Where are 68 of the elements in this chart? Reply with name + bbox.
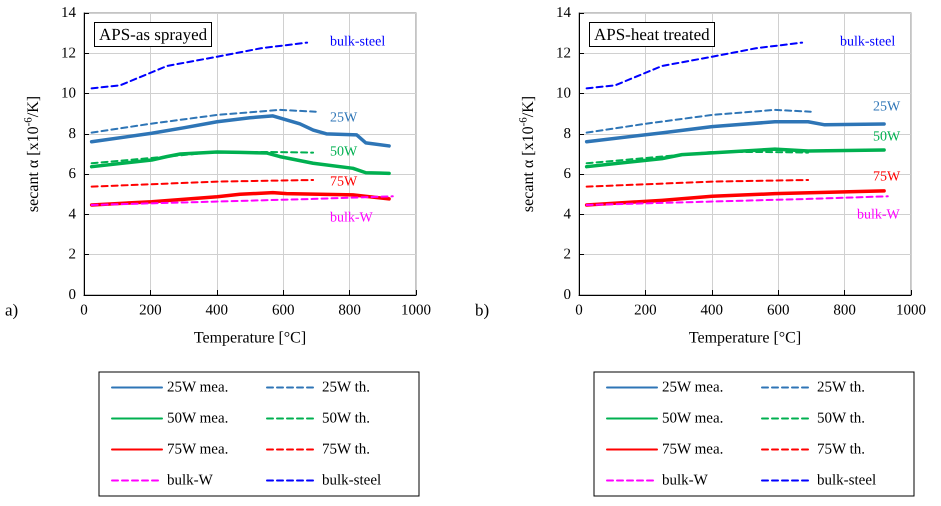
legend-label: 25W th.: [322, 380, 370, 396]
legend-label: 75W th.: [817, 442, 866, 458]
y-axis-title: secant α [x10-6/K]: [22, 96, 42, 212]
x-tick-label: 400: [206, 302, 228, 318]
legend-label: 25W mea.: [662, 380, 724, 396]
y-tick-label: 4: [68, 206, 76, 222]
x-tick-label: 1000: [401, 302, 431, 318]
annotation: 50W: [330, 144, 358, 160]
y-tick-label: 12: [61, 45, 76, 62]
annotation: 50W: [873, 130, 901, 144]
legend-label: 75W th.: [322, 442, 370, 458]
y-tick-label: 4: [564, 206, 572, 222]
annotation: bulk-W: [330, 210, 374, 226]
line-series: [586, 42, 804, 90]
legend-label: 50W mea.: [167, 410, 228, 426]
y-tick-label: 2: [68, 246, 76, 263]
text: APS-as sprayed: [99, 25, 208, 44]
legend-label: 75W mea.: [662, 442, 724, 458]
x-tick-label: 600: [766, 302, 790, 318]
legend-label: 50W th.: [817, 410, 866, 426]
y-tick-label: 8: [68, 126, 76, 142]
y-tick-label: 2: [564, 246, 571, 263]
line-series: [90, 114, 391, 148]
annotation: 25W: [873, 100, 901, 114]
annotation: bulk-steel: [840, 34, 896, 50]
x-tick-label: 200: [139, 302, 162, 318]
x-tick-label: 800: [338, 302, 361, 318]
annotation: 75W: [873, 170, 901, 184]
text: APS-heat treated: [594, 25, 710, 44]
x-tick-label: 0: [80, 302, 88, 318]
annotation: bulk-W: [857, 208, 901, 222]
legend-label: 25W mea.: [167, 380, 228, 396]
y-tick-label: 6: [68, 166, 76, 182]
x-tick-label: 0: [575, 302, 583, 318]
y-tick-label: 14: [61, 5, 76, 21]
legend-label: 75W mea.: [167, 442, 228, 458]
legend-label: bulk-W: [662, 472, 709, 488]
line-series: [584, 189, 886, 207]
y-tick-label: 0: [564, 287, 571, 303]
text: a): [5, 300, 18, 320]
y-tick-label: 10: [61, 86, 76, 102]
y-tick-label: 14: [556, 5, 572, 21]
annotation: 25W: [330, 110, 358, 126]
text: b): [475, 300, 490, 320]
legend-label: 50W mea.: [662, 410, 724, 426]
x-axis-title: Temperature [°C]: [688, 330, 802, 346]
x-axis-title: Temperature [°C]: [194, 330, 306, 346]
line-series: [90, 108, 317, 134]
line-series: [584, 147, 886, 168]
y-tick-label: 8: [564, 126, 571, 142]
x-tick-label: 1000: [896, 302, 926, 318]
legend-label: 25W th.: [817, 380, 866, 396]
x-tick-label: 200: [634, 302, 657, 318]
y-tick-label: 12: [556, 45, 571, 62]
y-axis-title: secant α [x10-6/K]: [518, 96, 537, 212]
y-tick-label: 10: [556, 86, 571, 102]
x-tick-label: 800: [833, 302, 856, 318]
annotation: bulk-steel: [330, 34, 386, 50]
legend-label: bulk-steel: [817, 472, 876, 488]
legend-label: 50W th.: [322, 410, 370, 426]
x-tick-label: 600: [272, 302, 294, 318]
legend-label: bulk-W: [167, 472, 214, 488]
annotation: 75W: [330, 174, 358, 190]
line-series: [586, 108, 812, 134]
y-tick-label: 6: [564, 166, 572, 182]
x-tick-label: 400: [700, 302, 724, 318]
legend-label: bulk-steel: [322, 472, 382, 488]
y-tick-label: 0: [68, 287, 76, 303]
